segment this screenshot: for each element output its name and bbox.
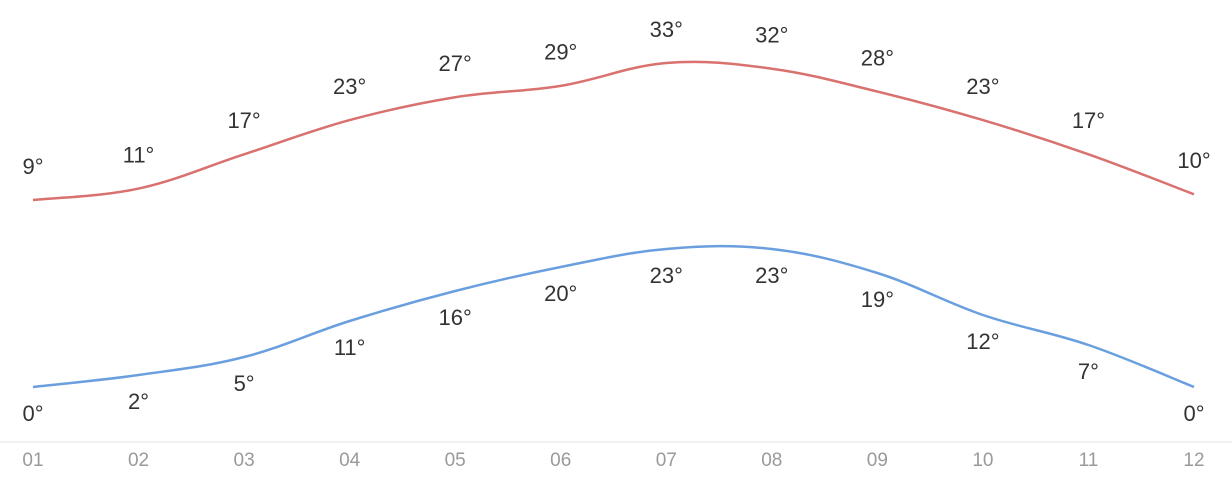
value-label: 23° (650, 263, 683, 288)
x-tick-label: 05 (445, 450, 466, 471)
value-label: 11° (123, 142, 155, 167)
value-label: 23° (755, 263, 788, 288)
value-label: 16° (439, 305, 472, 330)
value-label: 28° (861, 45, 894, 70)
line (32, 60, 1195, 202)
value-label: 0° (22, 401, 43, 426)
value-label: 29° (544, 40, 577, 65)
value-label: 11° (334, 335, 366, 360)
x-tick-label: 03 (234, 450, 255, 471)
value-label: 23° (966, 74, 999, 99)
value-label: 17° (227, 108, 260, 133)
x-tick-label: 07 (656, 450, 677, 471)
x-tick-label: 12 (1183, 450, 1204, 471)
value-label: 0° (1183, 401, 1204, 426)
x-tick-label: 08 (761, 450, 782, 471)
x-tick-label: 09 (867, 450, 888, 471)
x-tick-label: 11 (1079, 450, 1099, 471)
value-label: 5° (234, 371, 255, 396)
value-label: 23° (333, 74, 366, 99)
x-tick-label: 10 (972, 450, 993, 471)
value-label: 7° (1078, 359, 1099, 384)
value-label: 10° (1177, 148, 1210, 173)
value-label: 32° (755, 23, 788, 48)
value-label: 9° (22, 154, 43, 179)
value-label: 12° (966, 329, 999, 354)
value-label: 27° (439, 51, 472, 76)
value-label: 2° (128, 389, 149, 414)
line (32, 244, 1195, 389)
value-label: 33° (650, 17, 683, 42)
x-tick-label: 06 (550, 450, 571, 471)
value-label: 19° (861, 287, 894, 312)
value-label: 17° (1072, 108, 1105, 133)
x-tick-label: 04 (339, 450, 361, 471)
x-tick-label: 02 (128, 450, 149, 471)
x-tick-label: 01 (22, 450, 43, 471)
value-label: 20° (544, 281, 577, 306)
